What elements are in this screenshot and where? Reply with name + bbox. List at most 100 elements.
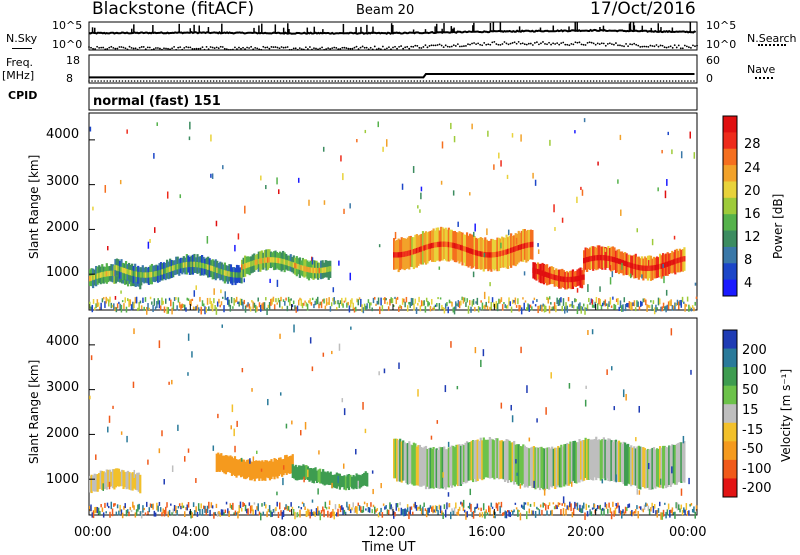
power-cell	[235, 272, 239, 278]
velocity-cell	[548, 447, 551, 490]
power-cell	[420, 186, 423, 192]
velocity-cell	[630, 445, 633, 487]
power-cell	[186, 297, 189, 301]
power-cell	[306, 303, 309, 311]
nave-point	[656, 80, 659, 82]
velocity-cell	[570, 481, 573, 487]
velocity-cell	[442, 512, 444, 519]
velocity-cell	[125, 509, 128, 517]
velocity-cell	[398, 362, 400, 369]
nave-point	[288, 80, 291, 82]
power-cell	[538, 269, 541, 275]
power-cell	[317, 296, 319, 305]
power-cell	[496, 303, 499, 312]
power-cell	[358, 297, 361, 300]
nsearch-point	[667, 46, 670, 48]
power-cell	[633, 263, 636, 270]
velocity-cell	[290, 502, 292, 507]
velocity-cell	[386, 509, 389, 515]
velocity-cell	[224, 509, 227, 514]
power-cell	[102, 297, 105, 300]
power-cell	[683, 256, 686, 262]
power-cell	[89, 275, 92, 282]
power-cell	[418, 246, 422, 253]
velocity-cell	[579, 504, 581, 512]
nsearch-point	[592, 42, 595, 45]
velocity-cell	[569, 501, 571, 508]
power-cell	[322, 146, 325, 152]
power-cell	[311, 257, 314, 265]
velocity-cell	[317, 469, 320, 483]
power-cell	[549, 273, 552, 279]
velocity-cell	[119, 504, 121, 512]
velocity-cell	[554, 447, 557, 490]
nsearch-point	[594, 43, 597, 46]
velocity-cell	[366, 502, 368, 507]
velocity-cell	[208, 501, 210, 509]
power-cell	[322, 299, 324, 302]
velocity-cell	[583, 502, 585, 509]
velocity-cell	[112, 405, 114, 409]
nsearch-point	[582, 43, 585, 46]
power-cell	[584, 257, 587, 263]
velocity-cell	[453, 507, 456, 514]
nsearch-point	[487, 43, 490, 46]
velocity-cell	[455, 444, 458, 485]
power-cell	[329, 266, 332, 272]
velocity-cell	[113, 469, 116, 490]
velocity-cell	[552, 502, 555, 505]
nsearch-point	[685, 45, 688, 48]
power-cell	[456, 303, 458, 306]
velocity-cell	[334, 474, 337, 489]
power-cell	[583, 118, 586, 123]
velocity-cell	[243, 459, 246, 479]
power-cell	[591, 299, 593, 305]
velocity-cell	[318, 510, 320, 515]
velocity-cell	[655, 448, 659, 487]
power-cell	[279, 299, 281, 308]
power-cell	[671, 259, 674, 266]
nave-point	[88, 80, 90, 82]
nsearch-point	[276, 46, 279, 49]
power-cell	[443, 307, 446, 314]
velocity-cell	[675, 502, 677, 509]
nave-point	[349, 80, 352, 82]
power-cell	[265, 185, 267, 190]
velocity-cell	[446, 449, 449, 488]
velocity-cell	[357, 502, 360, 506]
nsearch-point	[199, 47, 202, 50]
velocity-cell	[409, 506, 411, 515]
nave-point	[367, 80, 370, 82]
nsearch-point	[159, 47, 161, 50]
velocity-cell	[500, 440, 504, 479]
power-cell	[441, 304, 443, 310]
power-cell	[90, 275, 93, 281]
power-cell	[179, 263, 182, 269]
power-cell	[534, 179, 537, 186]
velocity-cell	[526, 385, 528, 393]
power-cell	[93, 274, 96, 280]
velocity-cell	[623, 511, 626, 515]
velocity-cell	[669, 509, 671, 518]
velocity-cell	[681, 509, 684, 516]
velocity-cell	[439, 505, 442, 514]
power-cell	[659, 263, 662, 270]
velocity-cell	[158, 448, 161, 454]
nsearch-point	[319, 47, 321, 50]
power-cell	[487, 130, 489, 137]
power-cell	[522, 297, 524, 300]
power-cell	[522, 243, 525, 249]
velocity-cell	[642, 447, 645, 488]
velocity-cell	[557, 502, 560, 507]
nave-point	[647, 80, 650, 82]
power-cell	[189, 121, 191, 130]
power-cell	[431, 242, 434, 249]
velocity-cell	[371, 509, 373, 514]
power-cell	[546, 272, 549, 278]
velocity-cell	[187, 502, 190, 508]
nave-point	[225, 80, 227, 82]
velocity-cell	[455, 502, 457, 509]
nsearch-point	[576, 41, 579, 44]
velocity-cell	[413, 503, 415, 508]
power-cell	[494, 251, 498, 258]
